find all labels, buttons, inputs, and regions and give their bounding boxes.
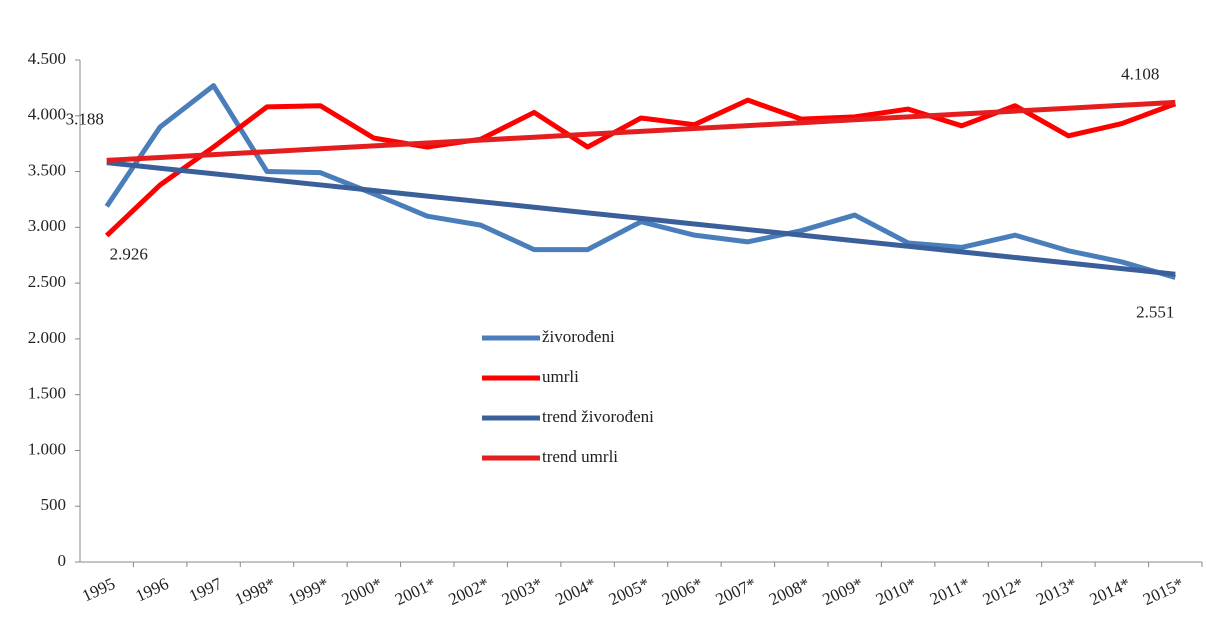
legend-label: trend živorođeni xyxy=(542,407,654,426)
y-tick-label: 1.500 xyxy=(28,384,66,403)
data-label: 4.108 xyxy=(1121,65,1159,84)
x-tick-label: 2005* xyxy=(606,574,653,609)
y-tick-label: 0 xyxy=(58,551,67,570)
x-tick-label: 2015* xyxy=(1140,574,1187,609)
y-tick-label: 3.000 xyxy=(28,216,66,235)
y-tick-label: 2.500 xyxy=(28,272,66,291)
x-tick-label: 2012* xyxy=(980,574,1027,609)
x-tick-label: 1996 xyxy=(133,574,172,606)
series-line xyxy=(106,99,1176,163)
x-tick-label: 2013* xyxy=(1033,574,1080,609)
legend-label: živorođeni xyxy=(542,327,615,346)
x-tick-label: 2002* xyxy=(446,574,493,609)
x-tick-label: 1998* xyxy=(232,574,279,609)
x-tick-label: 2008* xyxy=(766,574,813,609)
data-label: 3.188 xyxy=(66,109,104,128)
y-tick-label: 3.500 xyxy=(28,160,66,179)
legend-label: umrli xyxy=(542,367,579,386)
x-tick-label: 1995 xyxy=(79,574,118,606)
legend-label: trend umrli xyxy=(542,447,618,466)
series-line xyxy=(104,83,1176,280)
series-line xyxy=(106,160,1176,277)
x-tick-label: 2007* xyxy=(713,574,760,609)
x-tick-label: 2014* xyxy=(1087,574,1134,609)
x-tick-label: 2003* xyxy=(499,574,546,609)
data-label: 2.926 xyxy=(110,244,148,263)
x-tick-label: 1997 xyxy=(186,574,225,606)
data-label: 2.551 xyxy=(1136,302,1174,321)
x-tick-label: 2000* xyxy=(339,574,386,609)
x-tick-label: 2001* xyxy=(392,574,439,609)
y-tick-label: 500 xyxy=(41,495,67,514)
x-tick-label: 1999* xyxy=(285,574,332,609)
y-tick-label: 4.500 xyxy=(28,49,66,68)
x-tick-label: 2011* xyxy=(927,574,973,609)
y-tick-label: 1.000 xyxy=(28,439,66,458)
x-tick-label: 2006* xyxy=(659,574,706,609)
x-tick-label: 2009* xyxy=(820,574,867,609)
x-tick-label: 2004* xyxy=(552,574,599,609)
y-tick-label: 4.000 xyxy=(28,105,66,124)
y-tick-label: 2.000 xyxy=(28,328,66,347)
x-tick-label: 2010* xyxy=(873,574,920,609)
